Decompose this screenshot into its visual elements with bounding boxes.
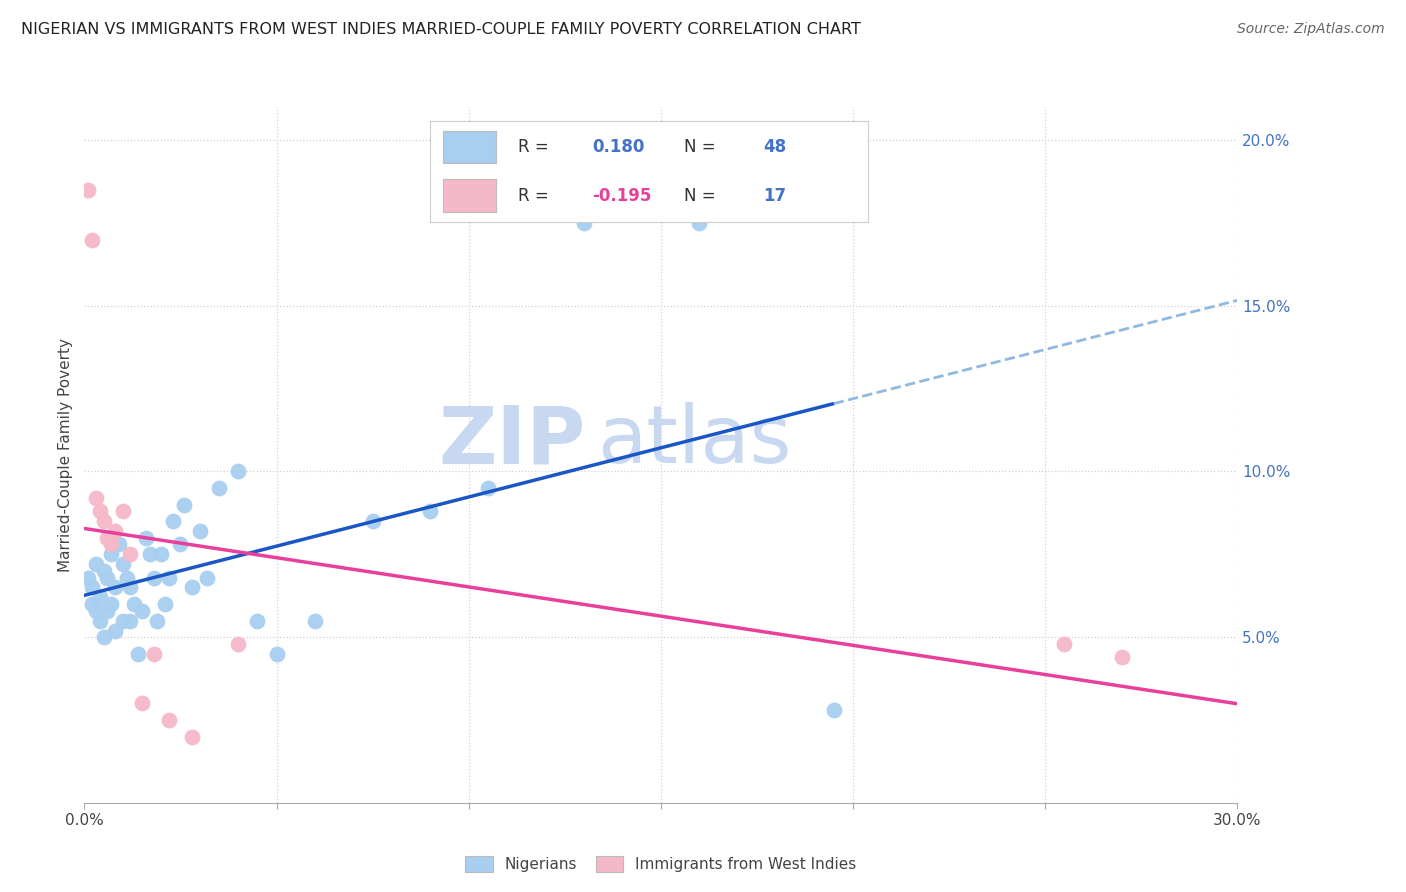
Point xyxy=(135,531,157,545)
Point xyxy=(572,216,595,230)
Point xyxy=(208,481,231,495)
Point xyxy=(80,233,103,247)
Y-axis label: Married-Couple Family Poverty: Married-Couple Family Poverty xyxy=(58,338,73,572)
Point xyxy=(142,570,165,584)
Point xyxy=(84,604,107,618)
Point xyxy=(115,570,138,584)
Text: NIGERIAN VS IMMIGRANTS FROM WEST INDIES MARRIED-COUPLE FAMILY POVERTY CORRELATIO: NIGERIAN VS IMMIGRANTS FROM WEST INDIES … xyxy=(21,22,860,37)
Point xyxy=(93,630,115,644)
Point xyxy=(120,614,142,628)
Point xyxy=(120,581,142,595)
Point xyxy=(100,597,122,611)
Point xyxy=(89,504,111,518)
Point xyxy=(688,216,710,230)
Point xyxy=(419,504,441,518)
Point xyxy=(1111,650,1133,665)
Point xyxy=(96,531,118,545)
Point xyxy=(100,537,122,551)
Point xyxy=(146,614,169,628)
Point xyxy=(124,597,146,611)
Point xyxy=(96,570,118,584)
Point xyxy=(153,597,176,611)
Legend: Nigerians, Immigrants from West Indies: Nigerians, Immigrants from West Indies xyxy=(457,848,865,880)
Point xyxy=(108,537,131,551)
Point xyxy=(80,581,103,595)
Point xyxy=(181,730,204,744)
Point xyxy=(195,570,218,584)
Point xyxy=(127,647,149,661)
Point xyxy=(131,697,153,711)
Point xyxy=(157,713,180,727)
Point xyxy=(266,647,288,661)
Point xyxy=(120,547,142,561)
Text: atlas: atlas xyxy=(598,402,792,480)
Point xyxy=(1053,637,1076,651)
Point xyxy=(104,624,127,638)
Point xyxy=(104,581,127,595)
Point xyxy=(89,591,111,605)
Text: Source: ZipAtlas.com: Source: ZipAtlas.com xyxy=(1237,22,1385,37)
Point xyxy=(100,547,122,561)
Point xyxy=(77,183,100,197)
Point xyxy=(173,498,195,512)
Point xyxy=(138,547,160,561)
Point xyxy=(169,537,191,551)
Point xyxy=(823,703,845,717)
Point xyxy=(157,570,180,584)
Point xyxy=(162,514,184,528)
Point xyxy=(304,614,326,628)
Point xyxy=(188,524,211,538)
Point xyxy=(77,570,100,584)
Point xyxy=(477,481,499,495)
Point xyxy=(111,558,134,572)
Point xyxy=(111,614,134,628)
Point xyxy=(80,597,103,611)
Point xyxy=(150,547,173,561)
Point xyxy=(84,558,107,572)
Point xyxy=(96,604,118,618)
Point xyxy=(84,491,107,505)
Text: ZIP: ZIP xyxy=(439,402,586,480)
Point xyxy=(226,465,249,479)
Point xyxy=(361,514,384,528)
Point xyxy=(93,514,115,528)
Point xyxy=(181,581,204,595)
Point xyxy=(89,614,111,628)
Point xyxy=(142,647,165,661)
Point xyxy=(131,604,153,618)
Point xyxy=(111,504,134,518)
Point xyxy=(93,564,115,578)
Point xyxy=(104,524,127,538)
Point xyxy=(246,614,269,628)
Point xyxy=(226,637,249,651)
